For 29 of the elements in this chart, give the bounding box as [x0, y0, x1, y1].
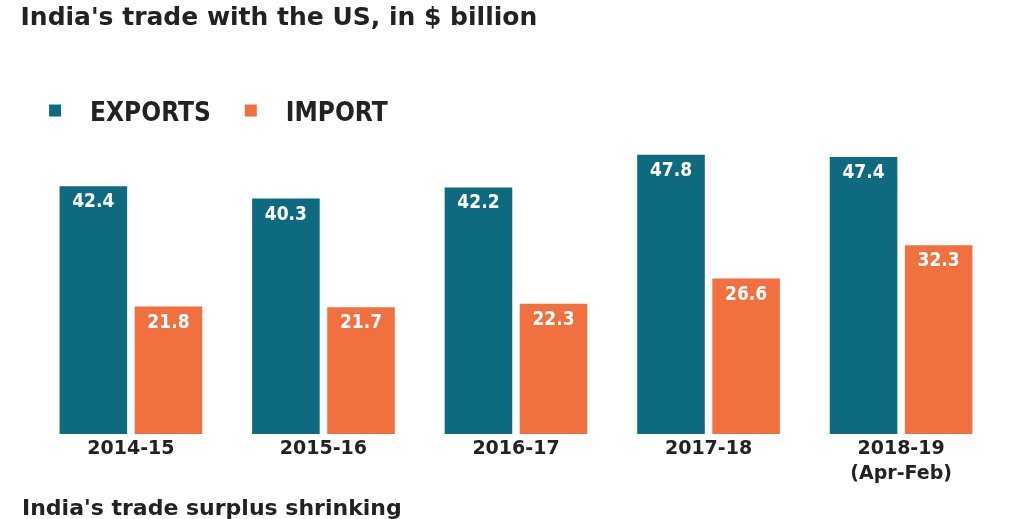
bar [829, 157, 898, 434]
data-label: 21.8 [147, 309, 190, 332]
data-label: 26.6 [725, 281, 768, 304]
bar [134, 306, 203, 434]
x-tick-label: 2014-15 [87, 436, 175, 458]
x-tick-label: 2015-16 [279, 436, 368, 458]
bar [327, 307, 395, 434]
data-label: 32.3 [917, 248, 960, 271]
legend-label: IMPORT [285, 96, 388, 127]
x-tick-label: 2017-18 [664, 436, 753, 458]
bar [59, 186, 128, 434]
data-label: 42.4 [72, 189, 115, 212]
x-tick-label: 2018-19 (Apr-Feb) [850, 436, 952, 483]
bar [252, 198, 320, 434]
x-tick-label: 2016-17 [472, 436, 560, 458]
data-label: 22.3 [532, 306, 575, 329]
bar [519, 303, 588, 434]
data-label: 40.3 [264, 201, 307, 224]
chart-title: India's trade with the US, in $ billion [20, 2, 538, 32]
bar [904, 245, 973, 434]
bar [637, 154, 705, 434]
bar [712, 278, 780, 434]
bar [444, 187, 513, 434]
legend-label: EXPORTS [90, 96, 211, 127]
data-label: 21.7 [339, 310, 383, 333]
data-label: 47.4 [842, 160, 885, 183]
data-label: 42.2 [457, 190, 500, 213]
text: India's trade surplus shrinking [22, 495, 402, 519]
data-label: 47.8 [649, 157, 693, 180]
